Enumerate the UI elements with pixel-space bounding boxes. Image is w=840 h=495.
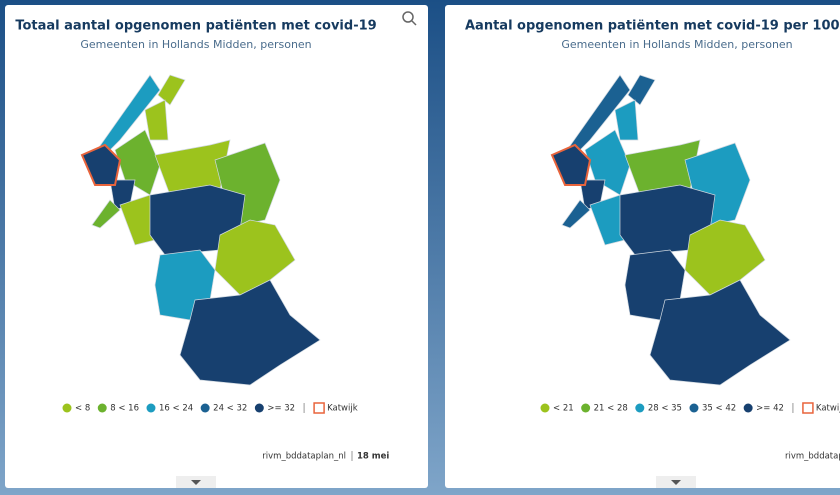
- legend-swatch: [743, 403, 753, 413]
- legend-swatch: [635, 403, 645, 413]
- legend-label: 16 < 24: [159, 404, 193, 414]
- legend-label: 24 < 32: [213, 404, 247, 414]
- legend-swatch: [802, 402, 814, 414]
- municipality: [684, 219, 766, 296]
- legend-label: 8 < 16: [110, 404, 139, 414]
- legend-label: >= 32: [267, 404, 295, 414]
- legend-swatch: [200, 403, 210, 413]
- municipality: [157, 74, 186, 106]
- municipality: [91, 199, 121, 229]
- legend-swatch: [254, 403, 264, 413]
- legend-swatch: [689, 403, 699, 413]
- expand-tab[interactable]: [176, 476, 216, 488]
- legend-label: 28 < 35: [648, 404, 682, 414]
- municipality: [80, 143, 122, 186]
- legend-swatch: [313, 402, 325, 414]
- panel-subtitle: Gemeenten in Hollands Midden, personen: [561, 38, 792, 51]
- legend-label: >= 42: [756, 404, 784, 414]
- source-text: rivm_bddatap: [785, 452, 840, 462]
- legend-swatch: [146, 403, 156, 413]
- legend-swatch: [62, 403, 72, 413]
- municipality: [614, 99, 639, 141]
- panel-subtitle: Gemeenten in Hollands Midden, personen: [80, 38, 311, 51]
- municipality: [584, 129, 631, 196]
- municipality: [550, 143, 592, 186]
- legend-label: < 8: [75, 404, 90, 414]
- legend-label: Katwijk: [327, 404, 358, 414]
- legend-swatch: [581, 403, 591, 413]
- map: [550, 74, 791, 386]
- map: [80, 74, 321, 386]
- municipality: [144, 99, 169, 141]
- legend-label: 35 < 42: [702, 404, 736, 414]
- source-date: 18 mei: [357, 452, 389, 462]
- municipality: [179, 279, 321, 386]
- municipality: [114, 129, 161, 196]
- municipality: [561, 199, 591, 229]
- municipality: [649, 279, 791, 386]
- legend-label: 21 < 28: [594, 404, 628, 414]
- legend-swatch: [97, 403, 107, 413]
- zoom-icon[interactable]: [402, 11, 417, 26]
- panel-title: Aantal opgenomen patiënten met covid-19 …: [465, 19, 840, 34]
- source-text: rivm_bddataplan_nl: [262, 452, 346, 462]
- legend-label: Katwijk: [816, 404, 840, 414]
- legend-label: < 21: [553, 404, 574, 414]
- source: rivm_bddataplan_nl 18 mei: [262, 451, 389, 462]
- municipality: [214, 219, 296, 296]
- municipality: [627, 74, 656, 106]
- legend-swatch: [540, 403, 550, 413]
- panel-title: Totaal aantal opgenomen patiënten met co…: [15, 19, 376, 34]
- expand-tab[interactable]: [656, 476, 696, 488]
